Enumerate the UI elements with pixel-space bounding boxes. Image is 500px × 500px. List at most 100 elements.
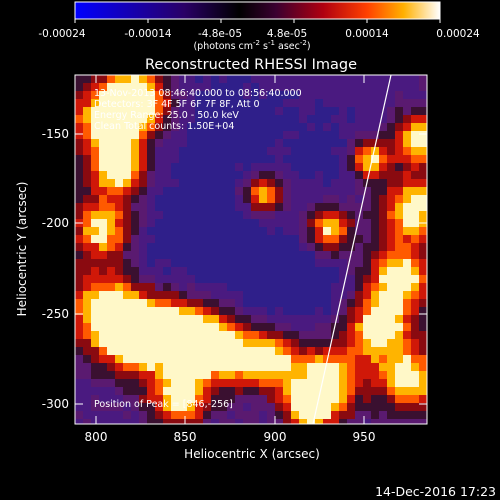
emission-pixel	[387, 123, 395, 131]
emission-pixel	[219, 147, 227, 155]
emission-pixel	[371, 419, 379, 424]
emission-pixel	[403, 371, 411, 379]
emission-pixel	[331, 211, 339, 219]
emission-pixel	[371, 235, 379, 243]
emission-pixel	[203, 123, 211, 131]
emission-pixel	[163, 195, 171, 203]
emission-pixel	[147, 227, 155, 235]
emission-pixel	[163, 315, 171, 323]
emission-pixel	[99, 171, 107, 179]
emission-pixel	[355, 363, 363, 371]
emission-pixel	[123, 267, 131, 275]
emission-pixel	[299, 211, 307, 219]
emission-pixel	[299, 347, 307, 355]
emission-pixel	[243, 379, 251, 387]
emission-pixel	[99, 259, 107, 267]
emission-pixel	[251, 283, 259, 291]
emission-pixel	[411, 99, 419, 107]
emission-pixel	[395, 179, 403, 187]
emission-pixel	[131, 179, 139, 187]
emission-pixel	[323, 339, 331, 347]
emission-pixel	[299, 339, 307, 347]
emission-pixel	[267, 291, 275, 299]
emission-pixel	[347, 355, 355, 363]
emission-pixel	[235, 371, 243, 379]
emission-pixel	[347, 419, 355, 424]
emission-pixel	[355, 347, 363, 355]
emission-pixel	[179, 243, 187, 251]
emission-pixel	[267, 131, 275, 139]
emission-pixel	[123, 315, 131, 323]
emission-pixel	[179, 115, 187, 123]
emission-pixel	[355, 275, 363, 283]
emission-pixel	[107, 363, 115, 371]
emission-pixel	[299, 171, 307, 179]
emission-pixel	[267, 83, 275, 91]
emission-pixel	[323, 307, 331, 315]
emission-pixel	[155, 155, 163, 163]
emission-pixel	[187, 187, 195, 195]
emission-pixel	[211, 235, 219, 243]
emission-pixel	[315, 259, 323, 267]
emission-pixel	[411, 171, 419, 179]
emission-pixel	[211, 259, 219, 267]
emission-pixel	[187, 91, 195, 99]
emission-pixel	[355, 187, 363, 195]
emission-pixel	[195, 235, 203, 243]
emission-pixel	[403, 267, 411, 275]
emission-pixel	[99, 291, 107, 299]
emission-pixel	[259, 315, 267, 323]
emission-pixel	[195, 83, 203, 91]
emission-pixel	[235, 91, 243, 99]
emission-pixel	[275, 355, 283, 363]
emission-pixel	[323, 259, 331, 267]
emission-pixel	[131, 355, 139, 363]
emission-pixel	[251, 387, 259, 395]
emission-pixel	[267, 299, 275, 307]
emission-pixel	[155, 395, 163, 403]
emission-pixel	[299, 403, 307, 411]
emission-pixel	[171, 219, 179, 227]
emission-pixel	[411, 379, 419, 387]
emission-pixel	[99, 235, 107, 243]
emission-pixel	[219, 187, 227, 195]
emission-pixel	[259, 259, 267, 267]
emission-pixel	[395, 307, 403, 315]
emission-pixel	[155, 411, 163, 419]
emission-pixel	[411, 259, 419, 267]
emission-pixel	[171, 171, 179, 179]
emission-pixel	[75, 243, 83, 251]
emission-pixel	[355, 339, 363, 347]
emission-pixel	[411, 291, 419, 299]
emission-pixel	[299, 275, 307, 283]
emission-pixel	[347, 267, 355, 275]
emission-pixel	[387, 99, 395, 107]
emission-pixel	[275, 363, 283, 371]
emission-pixel	[331, 219, 339, 227]
emission-pixel	[195, 283, 203, 291]
emission-pixel	[323, 163, 331, 171]
emission-pixel	[163, 115, 171, 123]
emission-pixel	[411, 83, 419, 91]
emission-pixel	[211, 107, 219, 115]
emission-pixel	[195, 147, 203, 155]
emission-pixel	[307, 275, 315, 283]
emission-pixel	[195, 251, 203, 259]
emission-pixel	[195, 331, 203, 339]
emission-pixel	[339, 411, 347, 419]
emission-pixel	[147, 139, 155, 147]
emission-pixel	[115, 275, 123, 283]
emission-pixel	[115, 227, 123, 235]
emission-pixel	[331, 291, 339, 299]
emission-pixel	[235, 179, 243, 187]
emission-map	[75, 75, 427, 424]
emission-pixel	[203, 275, 211, 283]
emission-pixel	[419, 355, 427, 363]
emission-pixel	[219, 107, 227, 115]
emission-pixel	[211, 387, 219, 395]
emission-pixel	[243, 91, 251, 99]
emission-pixel	[387, 211, 395, 219]
emission-pixel	[147, 395, 155, 403]
emission-pixel	[403, 131, 411, 139]
emission-pixel	[267, 91, 275, 99]
